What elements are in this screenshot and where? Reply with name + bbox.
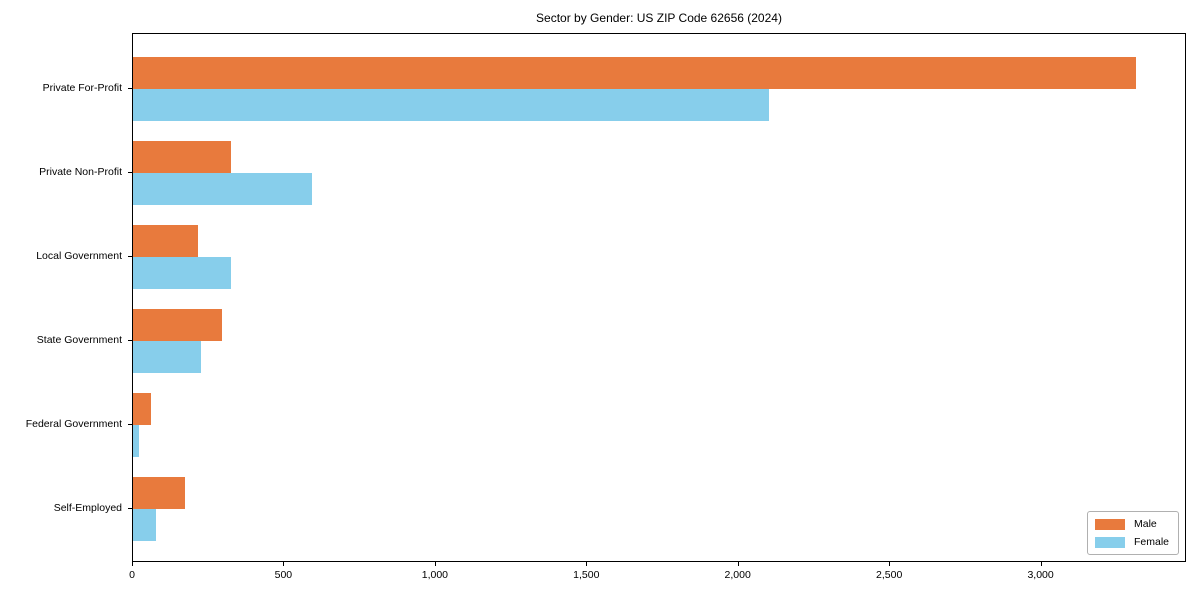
x-axis-label: 500: [274, 569, 293, 581]
y-axis-label: Self-Employed: [53, 502, 122, 514]
legend-entry-female: Female: [1094, 536, 1169, 548]
x-axis-label: 1,000: [421, 569, 449, 581]
bar-female-state-government: [133, 341, 202, 373]
x-axis-label: 3,000: [1027, 569, 1054, 581]
chart-title: Sector by Gender: US ZIP Code 62656 (202…: [536, 11, 782, 25]
plot-area: Male Female: [132, 33, 1186, 562]
y-axis-label: Federal Government: [25, 418, 122, 430]
bar-male-federal-government: [133, 393, 152, 425]
legend-swatch-female: [1094, 536, 1125, 548]
y-tick-mark: [128, 256, 132, 257]
bar-male-private-for-profit: [133, 57, 1136, 89]
bar-male-private-non-profit: [133, 141, 232, 173]
x-tick-mark: [283, 562, 285, 566]
y-tick-mark: [128, 88, 132, 89]
y-axis-label: Private For-Profit: [42, 82, 122, 94]
y-axis-label: Local Government: [36, 250, 122, 262]
y-tick-mark: [128, 424, 132, 425]
x-tick-mark: [586, 562, 588, 566]
y-tick-mark: [128, 508, 132, 509]
bar-male-state-government: [133, 309, 223, 341]
x-tick-mark: [132, 562, 133, 566]
bar-female-self-employed: [133, 509, 156, 541]
bar-female-private-non-profit: [133, 173, 312, 205]
x-tick-mark: [434, 562, 436, 566]
bar-male-self-employed: [133, 477, 185, 509]
bar-female-local-government: [133, 257, 232, 289]
legend-label-female: Female: [1133, 536, 1169, 548]
bar-female-private-for-profit: [133, 89, 769, 121]
bar-female-federal-government: [133, 425, 139, 457]
x-axis-label: 2,000: [724, 569, 751, 581]
y-tick-mark: [128, 172, 132, 173]
y-axis-label: Private Non-Profit: [39, 166, 122, 178]
legend-swatch-male: [1094, 518, 1125, 530]
x-axis-label: 1,500: [573, 569, 600, 581]
x-tick-mark: [737, 562, 739, 566]
x-tick-mark: [1040, 562, 1042, 566]
bar-male-local-government: [133, 225, 199, 257]
x-axis-label: 0: [129, 569, 135, 581]
legend-entry-male: Male: [1094, 518, 1169, 530]
y-axis-label: State Government: [36, 334, 122, 346]
x-tick-mark: [889, 562, 891, 566]
x-axis-label: 2,500: [876, 569, 903, 581]
legend: Male Female: [1086, 511, 1179, 555]
y-tick-mark: [128, 340, 132, 341]
legend-label-male: Male: [1133, 518, 1157, 530]
